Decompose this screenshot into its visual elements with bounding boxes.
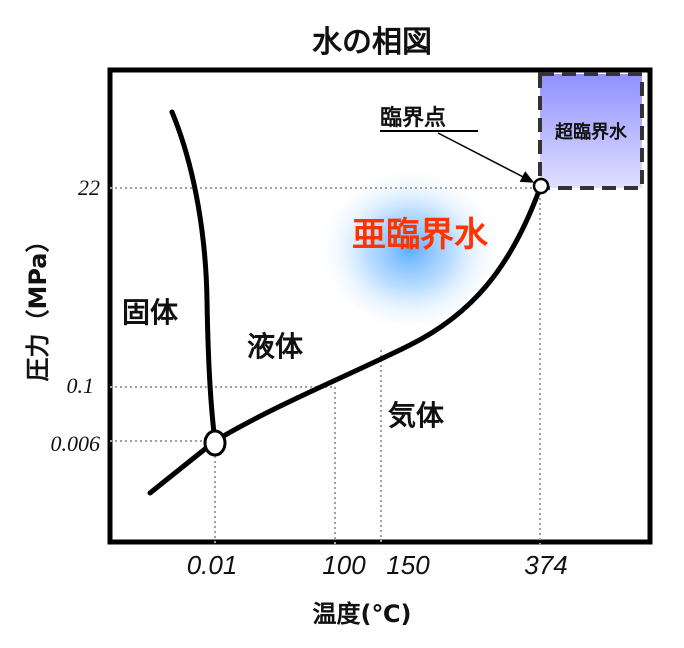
vaporization-curve	[147, 185, 543, 496]
y-tick-22: 22	[78, 175, 100, 200]
critical-point-label: 臨界点	[380, 105, 446, 131]
liquid-label: 液体	[247, 330, 304, 363]
guide-lines	[110, 187, 541, 545]
y-tick-0.006: 0.006	[51, 431, 101, 456]
critical-point-arrow	[437, 132, 535, 183]
supercritical-region	[538, 72, 644, 190]
subcritical-glow	[315, 165, 505, 335]
diagram-title: 水の相図	[312, 25, 432, 60]
triple-point-marker	[203, 429, 227, 457]
x-tick-374: 374	[524, 550, 567, 580]
x-tick-150: 150	[386, 550, 430, 580]
y-tick-0.1: 0.1	[67, 373, 95, 398]
y-axis-label: 圧力（MPa）	[24, 228, 52, 381]
critical-point-marker	[532, 177, 550, 195]
x-tick-100: 100	[322, 550, 366, 580]
solid-label: 固体	[122, 296, 179, 329]
subcritical-label: 亜臨界水	[352, 215, 489, 255]
x-tick-0.01: 0.01	[187, 550, 238, 580]
melting-curve	[169, 109, 218, 444]
gas-label: 気体	[388, 399, 445, 432]
supercritical-label: 超臨界水	[555, 121, 628, 143]
x-axis-label: 温度(℃)	[313, 600, 412, 628]
